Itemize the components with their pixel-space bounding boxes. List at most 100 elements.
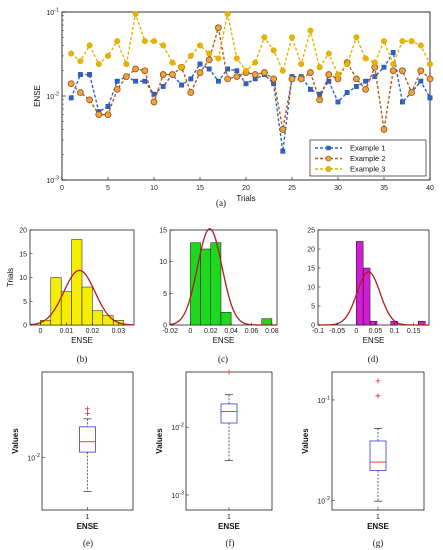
data-point [86,96,93,104]
data-point [187,52,194,59]
data-point [196,69,204,76]
data-point [390,61,397,68]
x-tick-label: 35 [380,185,388,192]
plot-frame [169,229,278,326]
outlier-marker [375,393,381,399]
x-tick-label: 0.06 [245,328,259,335]
data-point [123,61,130,68]
iqr-box [220,403,238,424]
data-point [104,52,111,59]
x-tick-label: 0.08 [265,328,279,335]
x-tick-label: -0.05 [329,328,345,335]
histogram-bar [60,291,72,326]
x-tick-label: 5 [106,185,110,192]
data-point [95,61,102,68]
data-point [68,95,74,101]
histogram-bar [362,267,371,326]
y-tick-label: 15 [159,228,167,235]
data-point [104,111,112,119]
data-point [279,67,286,74]
data-point [159,71,167,78]
data-point [105,104,111,109]
histogram-bar [210,242,222,326]
data-point [308,86,313,92]
series-3 [68,10,434,78]
panel-caption: (c) [218,354,228,364]
fit-curve [29,269,135,326]
data-point [344,90,350,95]
panel-caption: (a) [216,198,226,208]
outlier-marker [226,369,232,375]
data-point [352,75,360,83]
x-tick-label: 30 [334,185,342,192]
data-point [142,78,148,84]
data-point [298,61,305,68]
panel-a: 0 5 10 15 20 25 30 35 40 10-3 10-2 10-1 Trials ENSE Ex… [33,8,434,209]
x-tick-label: 0.02 [204,328,218,335]
data-point [354,84,359,89]
x-tick-label: 15 [196,185,204,192]
data-point [160,84,166,89]
data-point [427,61,434,68]
data-point [335,99,341,105]
data-point [133,78,138,84]
series-1 [68,50,433,154]
data-point [372,74,378,80]
y-tick-label: 10-2 [171,423,184,433]
data-point [325,50,332,57]
y-axis-label: ENSE [33,85,42,107]
data-point [261,34,268,41]
data-point [408,38,415,45]
data-point [188,76,194,82]
fit-curve [317,271,430,326]
data-point [141,38,148,45]
y-tick-label: 10-1 [46,8,59,18]
data-point [279,126,287,133]
legend-marker [326,145,331,151]
data-point [362,55,369,62]
legend-label: Example 2 [350,154,385,163]
panel-caption: (g) [373,538,384,548]
panel-d: -0.1 -0.05 0 0.05 0.1 0.15 0 5 10 15 20 25 ENSE (d) [307,228,430,364]
data-point [362,85,370,93]
y-tick-label: 10-1 [317,395,330,405]
outlier-marker [85,406,90,412]
data-point [95,111,103,119]
data-point [215,78,221,84]
y-axis-label: Values [155,428,164,454]
data-point [417,42,424,49]
data-point [77,72,83,77]
x-tick-label: 0.05 [369,328,383,335]
histogram-bar [220,312,232,326]
data-point [390,50,396,55]
data-point [270,47,277,54]
data-point [205,56,213,64]
x-tick-label: 0.15 [407,328,421,335]
data-point [306,69,314,76]
data-point [196,42,203,49]
y-tick-label: 10-2 [46,92,59,102]
outlier-marker [85,410,90,416]
histogram-bar [102,315,114,326]
plot-frame [317,229,430,326]
outlier-marker [375,378,381,384]
x-axis-label: ENSE [363,336,385,345]
panel-caption: (f) [226,538,235,548]
histogram-bar [190,242,201,326]
data-point [260,69,268,76]
data-point [215,55,222,62]
data-point [233,73,241,81]
data-point [123,73,130,81]
x-tick-label: 0 [188,328,192,335]
y-tick-label: 5 [23,299,27,306]
fit-curve [169,228,277,326]
histogram-bar [81,286,93,326]
data-point [77,58,84,65]
x-tick-label: -0.1 [312,328,324,335]
y-tick-label: 10-3 [171,490,184,500]
data-point [68,50,75,57]
legend-marker [325,155,332,162]
x-axis-label: ENSE [77,522,99,531]
